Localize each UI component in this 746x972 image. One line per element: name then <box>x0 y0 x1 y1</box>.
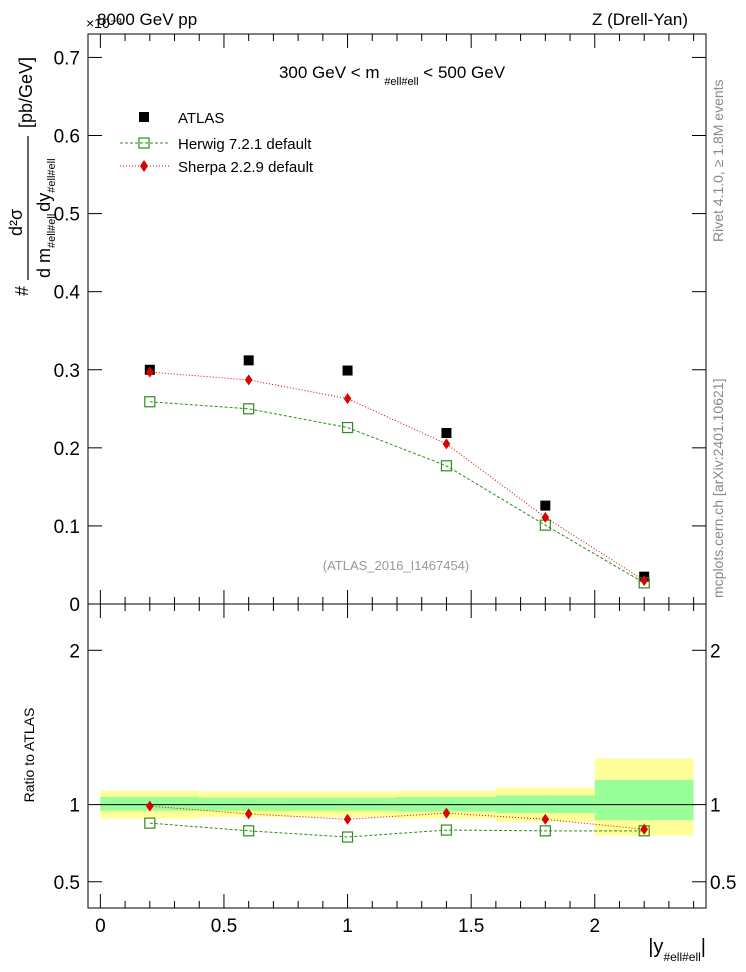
analysis-watermark: (ATLAS_2016_I1467454) <box>323 558 469 573</box>
ratio-herwig-point <box>144 817 156 829</box>
main-sherpa-line <box>149 371 645 581</box>
main-sherpa-point <box>442 438 451 450</box>
main-herwig-point <box>440 460 453 472</box>
ratio-y-axis-label: Ratio to ATLAS <box>21 708 37 803</box>
main-sherpa-point <box>146 366 154 378</box>
process-label: Z (Drell-Yan) <box>592 10 688 29</box>
title-lhs: 300 GeV < m <box>279 63 380 82</box>
ratio-herwig-point <box>243 825 255 837</box>
ratio-sherpa-point <box>146 800 154 812</box>
energy-label: 8000 GeV pp <box>97 10 197 29</box>
main-herwig-point <box>341 421 354 434</box>
y-axis-exponent: ×10⁻³ <box>86 15 122 31</box>
plot-title: 300 GeV < m #ell#ell < 500 GeV <box>279 63 506 89</box>
ratio-plot: 0.5 0.5 1 1 2 2 0 0.5 1 1.5 2 <box>54 603 736 937</box>
main-atlas-point <box>441 428 452 438</box>
legend-atlas-label: ATLAS <box>178 110 224 127</box>
ratio-xtick-label-2: 1 <box>342 916 353 937</box>
title-rhs: < 500 GeV <box>423 63 505 82</box>
legend-herwig-marker <box>138 137 150 149</box>
main-herwig-point <box>243 403 255 415</box>
ratio-ytick-label-2: 2 <box>69 641 80 662</box>
legend: ATLAS Herwig 7.2.1 default Sherpa 2.2.9 … <box>120 110 314 176</box>
ratio-sherpa-point <box>640 823 648 835</box>
main-ytick-label-0: 0 <box>69 595 80 616</box>
main-ytick-label-6: 0.6 <box>54 127 80 148</box>
ratio-herwig-point <box>341 831 354 843</box>
ratio-herwig-point <box>440 824 453 836</box>
ratio-ytick-label-right-2: 2 <box>710 641 721 662</box>
main-plot: 0 0.1 0.2 0.3 0.4 0.5 0.6 0.7 <box>54 33 707 616</box>
y-label-hash: # <box>12 286 32 296</box>
ratio-inner-band-5 <box>594 779 694 821</box>
main-sherpa-point <box>343 393 352 405</box>
legend-sherpa-marker <box>140 160 148 172</box>
main-ytick-label-5: 0.5 <box>54 205 80 226</box>
ratio-sherpa-point <box>541 813 550 825</box>
main-ytick-label-1: 0.1 <box>54 517 80 538</box>
y-label-denominator: d m#ell#elldy#ell#ell <box>34 158 58 278</box>
main-ytick-label-7: 0.7 <box>54 48 80 69</box>
ratio-xtick-label-1: 0.5 <box>211 916 237 937</box>
ratio-ytick-label-0: 0.5 <box>54 873 80 894</box>
legend-atlas-marker <box>139 112 149 122</box>
ratio-herwig-point <box>539 825 551 837</box>
y-label-numerator: d²σ <box>6 209 26 236</box>
legend-herwig-label: Herwig 7.2.1 default <box>178 136 312 153</box>
ratio-sherpa-point <box>343 813 352 825</box>
ratio-sherpa-point <box>244 808 253 820</box>
ratio-ytick-label-1: 1 <box>69 796 80 817</box>
title-subscript: #ell#ell <box>384 76 418 88</box>
ratio-herwig-line <box>149 822 645 838</box>
main-ytick-label-3: 0.3 <box>54 361 80 382</box>
main-atlas-point <box>540 500 551 511</box>
mcplots-label: mcplots.cern.ch [arXiv:2401.10621] <box>710 379 726 598</box>
legend-sherpa-label: Sherpa 2.2.9 default <box>178 159 314 176</box>
ratio-xtick-label-0: 0 <box>95 916 106 937</box>
ratio-ytick-label-right-1: 1 <box>710 796 721 817</box>
ratio-xtick-label-4: 2 <box>589 916 600 937</box>
main-sherpa-point <box>541 511 550 523</box>
y-label-unit: [pb/GeV] <box>16 57 36 128</box>
ratio-frame <box>87 603 707 909</box>
main-atlas-point <box>342 365 353 376</box>
main-atlas-point <box>243 355 254 366</box>
main-herwig-line <box>149 401 645 584</box>
main-sherpa-point <box>640 575 648 587</box>
main-ytick-label-4: 0.4 <box>54 283 81 304</box>
ratio-ytick-label-right-0: 0.5 <box>710 873 736 894</box>
ratio-xtick-label-3: 1.5 <box>458 916 484 937</box>
main-sherpa-point <box>244 374 253 386</box>
main-y-axis-label: # d²σ d m#ell#elldy#ell#ell [pb/GeV] <box>6 57 58 296</box>
ratio-sherpa-point <box>442 807 451 819</box>
main-herwig-point <box>144 396 156 408</box>
main-ytick-label-2: 0.2 <box>54 439 80 460</box>
x-axis-label: |y#ell#ell| <box>648 936 706 964</box>
rivet-label: Rivet 4.1.0, ≥ 1.8M events <box>710 79 726 242</box>
